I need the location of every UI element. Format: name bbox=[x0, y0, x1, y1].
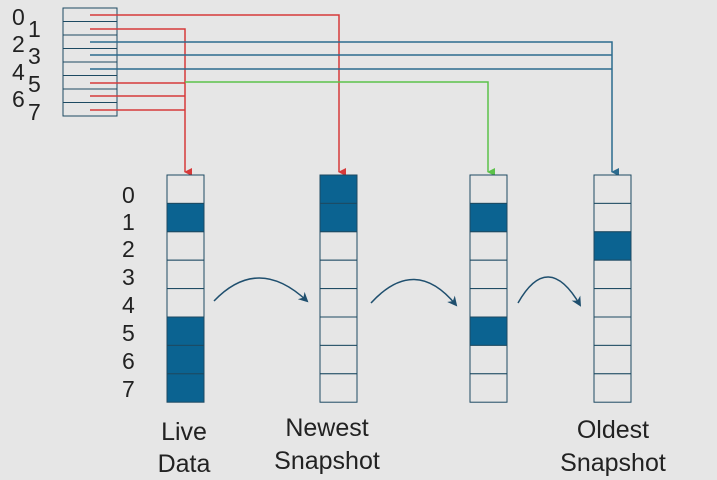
oldest-block-6 bbox=[593, 344, 632, 375]
block-index-labels: 0 1 2 3 4 5 6 7 bbox=[122, 182, 135, 402]
live-block-5 bbox=[166, 316, 205, 346]
newest-block-0 bbox=[319, 174, 358, 204]
oldest-block-5 bbox=[593, 316, 632, 346]
pointer-label-7: 7 bbox=[28, 99, 41, 125]
pointer-table-labels: 0 1 2 3 4 5 6 7 bbox=[12, 4, 41, 125]
flow-arrow-middle-to-oldest bbox=[517, 276, 582, 307]
caption-oldest-line1: Oldest bbox=[577, 416, 649, 444]
pointer-label-2: 2 bbox=[12, 31, 25, 57]
oldest-block-2 bbox=[593, 231, 632, 261]
pointer-label-0: 0 bbox=[12, 4, 25, 30]
newest-block-2 bbox=[319, 231, 358, 261]
pointer-label-6: 6 bbox=[12, 86, 25, 112]
block-index-0: 0 bbox=[122, 182, 135, 208]
newest-block-1 bbox=[319, 202, 358, 233]
live-block-2 bbox=[166, 231, 205, 261]
pointer-table-rows bbox=[63, 21, 117, 103]
newest-block-7 bbox=[319, 373, 358, 403]
block-index-4: 4 bbox=[122, 292, 135, 318]
flow-arrows bbox=[213, 276, 582, 307]
caption-live-line2: Data bbox=[158, 450, 211, 478]
oldest-block-1 bbox=[593, 202, 632, 233]
live-block-3 bbox=[166, 259, 205, 290]
middle-block-5 bbox=[469, 316, 508, 346]
oldest-block-3 bbox=[593, 259, 632, 290]
pointer-lines bbox=[90, 14, 619, 176]
middle-block-7 bbox=[469, 373, 508, 403]
live-block-6 bbox=[166, 344, 205, 375]
column-middle bbox=[469, 174, 508, 403]
caption-newest-line1: Newest bbox=[285, 414, 368, 442]
caption-newest-line2: Snapshot bbox=[274, 447, 380, 475]
flow-arrow-newest-to-middle bbox=[370, 278, 458, 307]
block-index-3: 3 bbox=[122, 264, 135, 290]
pointer-label-3: 3 bbox=[28, 43, 41, 69]
block-index-2: 2 bbox=[122, 236, 135, 262]
caption-live-line1: Live bbox=[161, 418, 207, 446]
block-index-6: 6 bbox=[122, 348, 135, 374]
pointer-label-1: 1 bbox=[28, 16, 41, 42]
pointer-label-4: 4 bbox=[12, 59, 25, 85]
pointer-table: 0 1 2 3 4 5 6 7 bbox=[12, 4, 118, 125]
column-newest bbox=[319, 174, 358, 403]
middle-block-1 bbox=[469, 202, 508, 233]
middle-block-0 bbox=[469, 174, 508, 204]
caption-oldest-line2: Snapshot bbox=[560, 449, 666, 477]
column-oldest bbox=[593, 174, 632, 403]
live-block-0 bbox=[166, 174, 205, 204]
pointer-line-newest bbox=[90, 14, 346, 176]
flow-arrow-live-to-newest bbox=[213, 277, 309, 303]
pointer-label-5: 5 bbox=[28, 71, 41, 97]
live-block-4 bbox=[166, 288, 205, 318]
pointer-line-oldest bbox=[90, 41, 619, 176]
middle-block-6 bbox=[469, 344, 508, 375]
middle-block-4 bbox=[469, 288, 508, 318]
oldest-block-4 bbox=[593, 288, 632, 318]
pointer-line-middle bbox=[185, 81, 495, 176]
oldest-block-0 bbox=[593, 174, 632, 204]
block-index-5: 5 bbox=[122, 320, 135, 346]
pointer-line-live bbox=[90, 28, 192, 176]
middle-block-2 bbox=[469, 231, 508, 261]
live-block-7 bbox=[166, 373, 205, 403]
block-index-1: 1 bbox=[122, 209, 135, 235]
newest-block-4 bbox=[319, 288, 358, 318]
captions: Live Data Newest Snapshot Oldest Snapsho… bbox=[158, 414, 666, 478]
block-index-7: 7 bbox=[122, 376, 135, 402]
column-live bbox=[166, 174, 205, 403]
middle-block-3 bbox=[469, 259, 508, 290]
newest-block-5 bbox=[319, 316, 358, 346]
live-block-1 bbox=[166, 202, 205, 233]
oldest-block-7 bbox=[593, 373, 632, 403]
newest-block-6 bbox=[319, 344, 358, 375]
newest-block-3 bbox=[319, 259, 358, 290]
